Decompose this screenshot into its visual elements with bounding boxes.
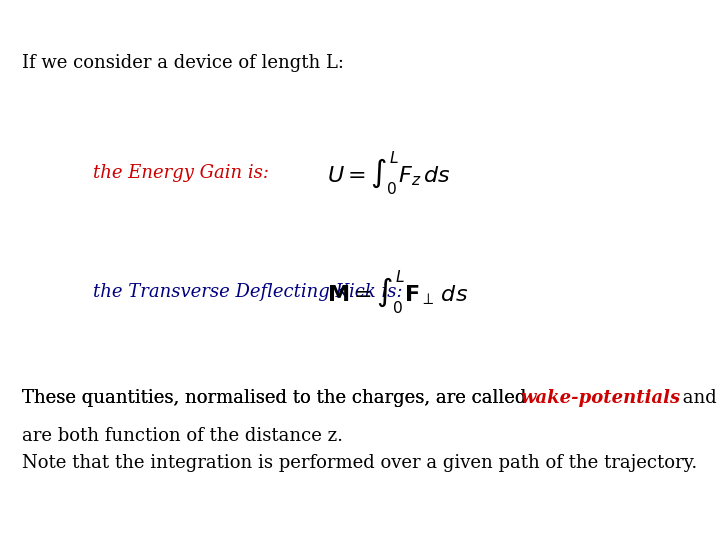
Text: Note that the integration is performed over a given path of the trajectory.: Note that the integration is performed o… — [22, 454, 697, 471]
Text: $U = \int_0^L F_z\,ds$: $U = \int_0^L F_z\,ds$ — [328, 149, 451, 197]
Text: the Energy Gain is:: the Energy Gain is: — [93, 164, 269, 182]
Text: $\mathbf{M} = \int_0^L \mathbf{F}_{\perp}\,ds$: $\mathbf{M} = \int_0^L \mathbf{F}_{\perp… — [328, 268, 469, 315]
Text: wake-potentials: wake-potentials — [521, 389, 681, 407]
Text: are both function of the distance z.: are both function of the distance z. — [22, 427, 343, 444]
Text: the Transverse Deflecting Kick is:: the Transverse Deflecting Kick is: — [93, 282, 402, 301]
Text: These quantities, normalised to the charges, are called: These quantities, normalised to the char… — [22, 389, 532, 407]
Text: These quantities, normalised to the charges, are called: These quantities, normalised to the char… — [22, 389, 532, 407]
Text: If we consider a device of length L:: If we consider a device of length L: — [22, 54, 344, 72]
Text: and: and — [678, 389, 717, 407]
